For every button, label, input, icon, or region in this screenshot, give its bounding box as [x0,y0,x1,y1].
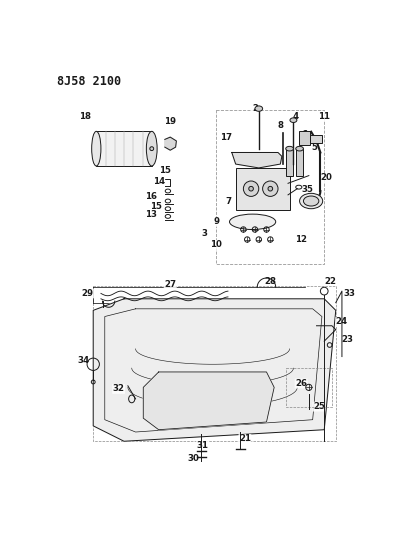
Ellipse shape [268,187,273,191]
Text: 31: 31 [197,441,209,450]
Text: 13: 13 [145,211,157,220]
Polygon shape [93,299,336,441]
Bar [299,131,310,145]
Bar [286,149,293,175]
Ellipse shape [303,196,319,206]
Text: 23: 23 [341,335,354,344]
Ellipse shape [150,147,154,151]
Text: 35: 35 [301,185,313,194]
Text: 30: 30 [188,454,199,463]
Text: 20: 20 [320,173,332,182]
Text: 33: 33 [344,289,356,298]
Text: 34: 34 [78,356,90,365]
Text: 2: 2 [252,104,258,113]
Bar [310,135,322,142]
Text: 22: 22 [324,277,336,286]
Ellipse shape [243,181,259,196]
Text: 17: 17 [220,133,233,142]
Ellipse shape [255,106,263,111]
Text: 12: 12 [295,235,307,244]
Text: 26: 26 [295,379,307,388]
Text: 4: 4 [293,112,299,121]
Bar [236,168,290,210]
Polygon shape [165,137,176,150]
Ellipse shape [290,118,297,123]
Ellipse shape [286,147,293,151]
Bar [296,149,303,175]
Text: 14: 14 [152,176,165,185]
Text: 15: 15 [150,202,162,211]
Text: 9: 9 [213,217,219,227]
Text: 8J58 2100: 8J58 2100 [57,75,121,88]
Polygon shape [143,372,274,430]
Text: 5: 5 [311,143,317,151]
Text: 29: 29 [82,289,94,298]
Text: 27: 27 [164,280,176,289]
Text: 18: 18 [79,112,91,121]
Polygon shape [232,152,282,168]
Text: 32: 32 [113,384,124,393]
Text: 24: 24 [336,318,348,326]
Text: 16: 16 [145,192,157,201]
Text: 10: 10 [211,240,222,249]
Text: 25: 25 [313,402,325,411]
Text: 19: 19 [164,117,176,126]
Ellipse shape [249,187,253,191]
Text: 8: 8 [277,121,283,130]
Text: 11: 11 [318,112,330,121]
Ellipse shape [229,214,276,230]
Bar [96,131,152,166]
Ellipse shape [92,131,101,166]
Ellipse shape [146,131,157,166]
Text: 3: 3 [202,229,208,238]
Text: 21: 21 [239,434,251,443]
Ellipse shape [263,181,278,196]
Text: 28: 28 [264,277,277,286]
Text: 6: 6 [302,130,308,139]
Text: 15: 15 [159,166,171,175]
Ellipse shape [300,193,323,209]
Ellipse shape [296,147,303,151]
Text: 7: 7 [225,197,231,206]
